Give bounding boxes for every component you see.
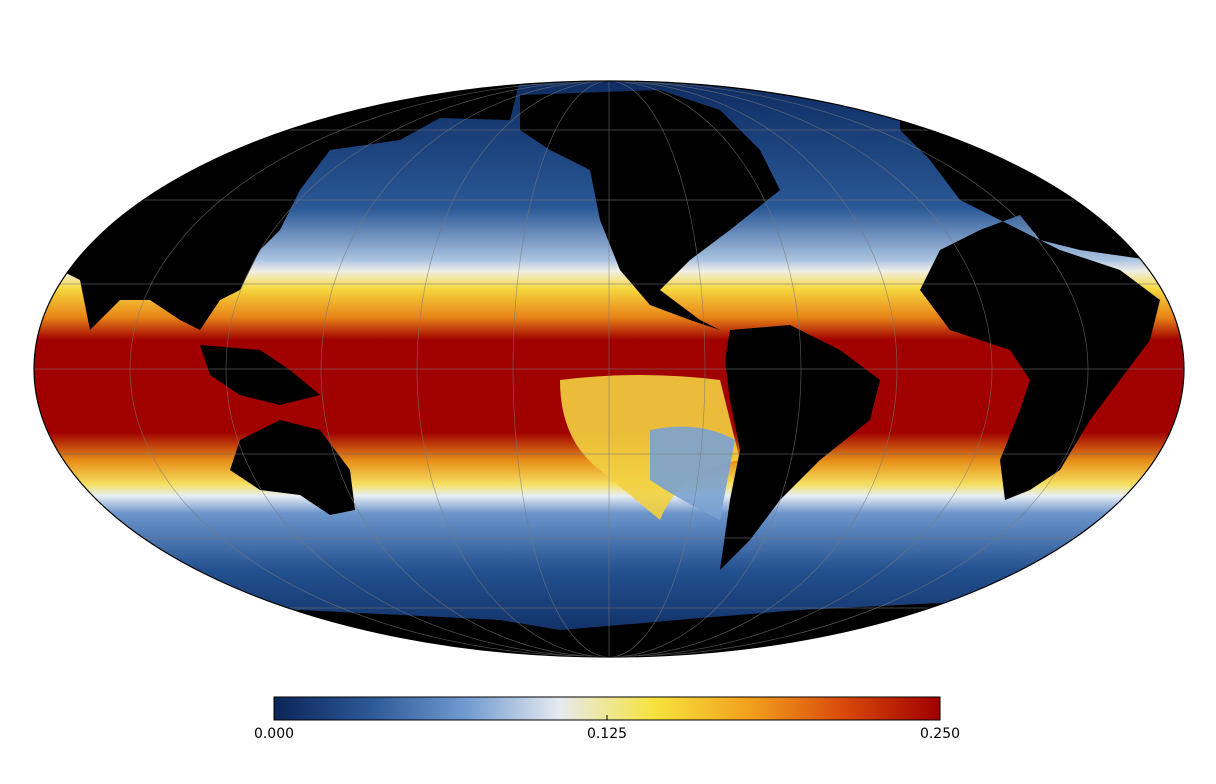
colorbar-tick-label: 0.250 [920,726,960,742]
cool-tongue [650,426,735,520]
colorbar-tick-label: 0.000 [254,726,294,742]
map [34,81,1184,657]
colorbar: 0.000 0.125 0.250 [254,696,960,742]
graticule [34,81,1184,657]
colorbar-tick-label: 0.125 [587,726,627,742]
map-outline [33,80,1185,658]
